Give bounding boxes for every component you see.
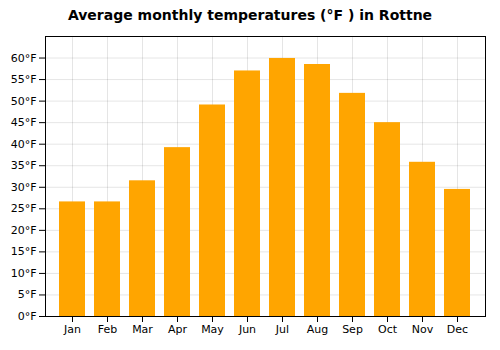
svg-text:Dec: Dec (447, 323, 468, 336)
svg-text:15°F: 15°F (11, 245, 37, 258)
svg-text:0°F: 0°F (18, 310, 37, 323)
svg-text:Feb: Feb (98, 323, 117, 336)
svg-text:Aug: Aug (307, 323, 328, 336)
svg-text:10°F: 10°F (11, 267, 37, 280)
svg-text:Mar: Mar (132, 323, 153, 336)
svg-text:20°F: 20°F (11, 224, 37, 237)
html-text:Average monthly temperatures (: Average monthly temperatures (°F ) in Ro… (67, 7, 433, 23)
svg-text:45°F: 45°F (11, 116, 37, 129)
svg-text:Sep: Sep (342, 323, 363, 336)
svg-text:30°F: 30°F (11, 181, 37, 194)
svg-text:Jan: Jan (63, 323, 81, 336)
svg-text:Oct: Oct (378, 323, 398, 336)
svg-text:40°F: 40°F (11, 138, 37, 151)
svg-text:60°F: 60°F (11, 52, 37, 65)
svg-text:Apr: Apr (168, 323, 188, 336)
svg-text:Nov: Nov (412, 323, 434, 336)
svg-text:Jun: Jun (238, 323, 256, 336)
svg-text:Jul: Jul (275, 323, 289, 336)
svg-text:May: May (201, 323, 224, 336)
svg-text:55°F: 55°F (11, 73, 37, 86)
svg-text:50°F: 50°F (11, 95, 37, 108)
svg-text:5°F: 5°F (18, 288, 37, 301)
svg-text:25°F: 25°F (11, 202, 37, 215)
svg-text:35°F: 35°F (11, 159, 37, 172)
